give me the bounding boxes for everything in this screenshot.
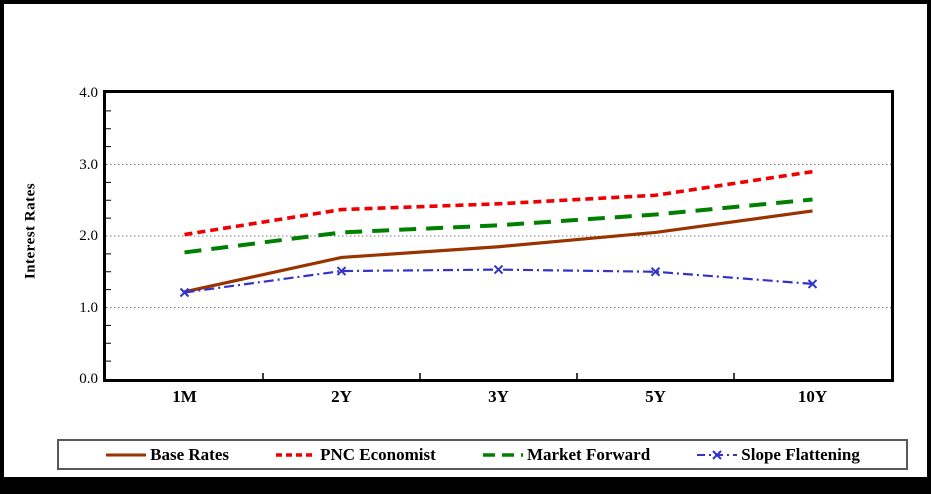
y-tick-label-3.0: 3.0 (79, 156, 98, 173)
legend-item-pnc-economist: PNC Economist (275, 445, 436, 465)
chart-canvas (106, 110, 891, 379)
marker-x-slope-flattening (493, 264, 504, 275)
series-line-base-rates (184, 209, 813, 294)
legend-item-base-rates: Base Rates (105, 445, 229, 465)
x-tick-label-1m: 1M (172, 387, 197, 406)
marker-x-slope-flattening (650, 267, 661, 277)
series-line-pnc-economist (184, 169, 813, 237)
y-axis-title: Interest Rates (22, 182, 39, 280)
legend-box: Base Rates PNC Economist Market Forward Slo… (57, 439, 908, 470)
legend-label-pnc-economist: PNC Economist (320, 444, 436, 464)
legend-line-sample-base-rates (106, 453, 147, 456)
series-line-slope-flattening (184, 268, 813, 294)
legend-item-market-forward: Market Forward (482, 445, 650, 465)
x-tick-label-3y: 3Y (488, 387, 509, 406)
marker-x-slope-flattening (807, 279, 818, 289)
legend-label-market-forward: Market Forward (526, 444, 651, 464)
marker-x-slope-flattening (179, 287, 190, 298)
marker-x-slope-flattening (336, 266, 347, 276)
plot-area (103, 90, 894, 382)
x-tick-label-10y: 10Y (797, 387, 828, 406)
x-tick-label-5y: 5Y (645, 387, 666, 406)
x-tick-label-2y: 2Y (331, 387, 352, 406)
y-tick-label-4.0: 4.0 (79, 85, 98, 101)
legend-item-slope-flattening: Slope Flattening (696, 445, 860, 465)
y-tick-label-0.0: 0.0 (79, 371, 98, 387)
legend-label-slope-flattening: Slope Flattening (741, 444, 860, 464)
y-tick-label-2.0: 2.0 (79, 228, 98, 244)
legend-label-base-rates: Base Rates (150, 444, 229, 464)
legend-line-sample-slope-flattening (697, 449, 738, 460)
series-line-market-forward (184, 197, 813, 255)
y-tick-label-1.0: 1.0 (79, 299, 98, 316)
legend-line-sample-pnc-economist (276, 452, 317, 457)
legend-line-sample-market-forward (482, 452, 523, 457)
